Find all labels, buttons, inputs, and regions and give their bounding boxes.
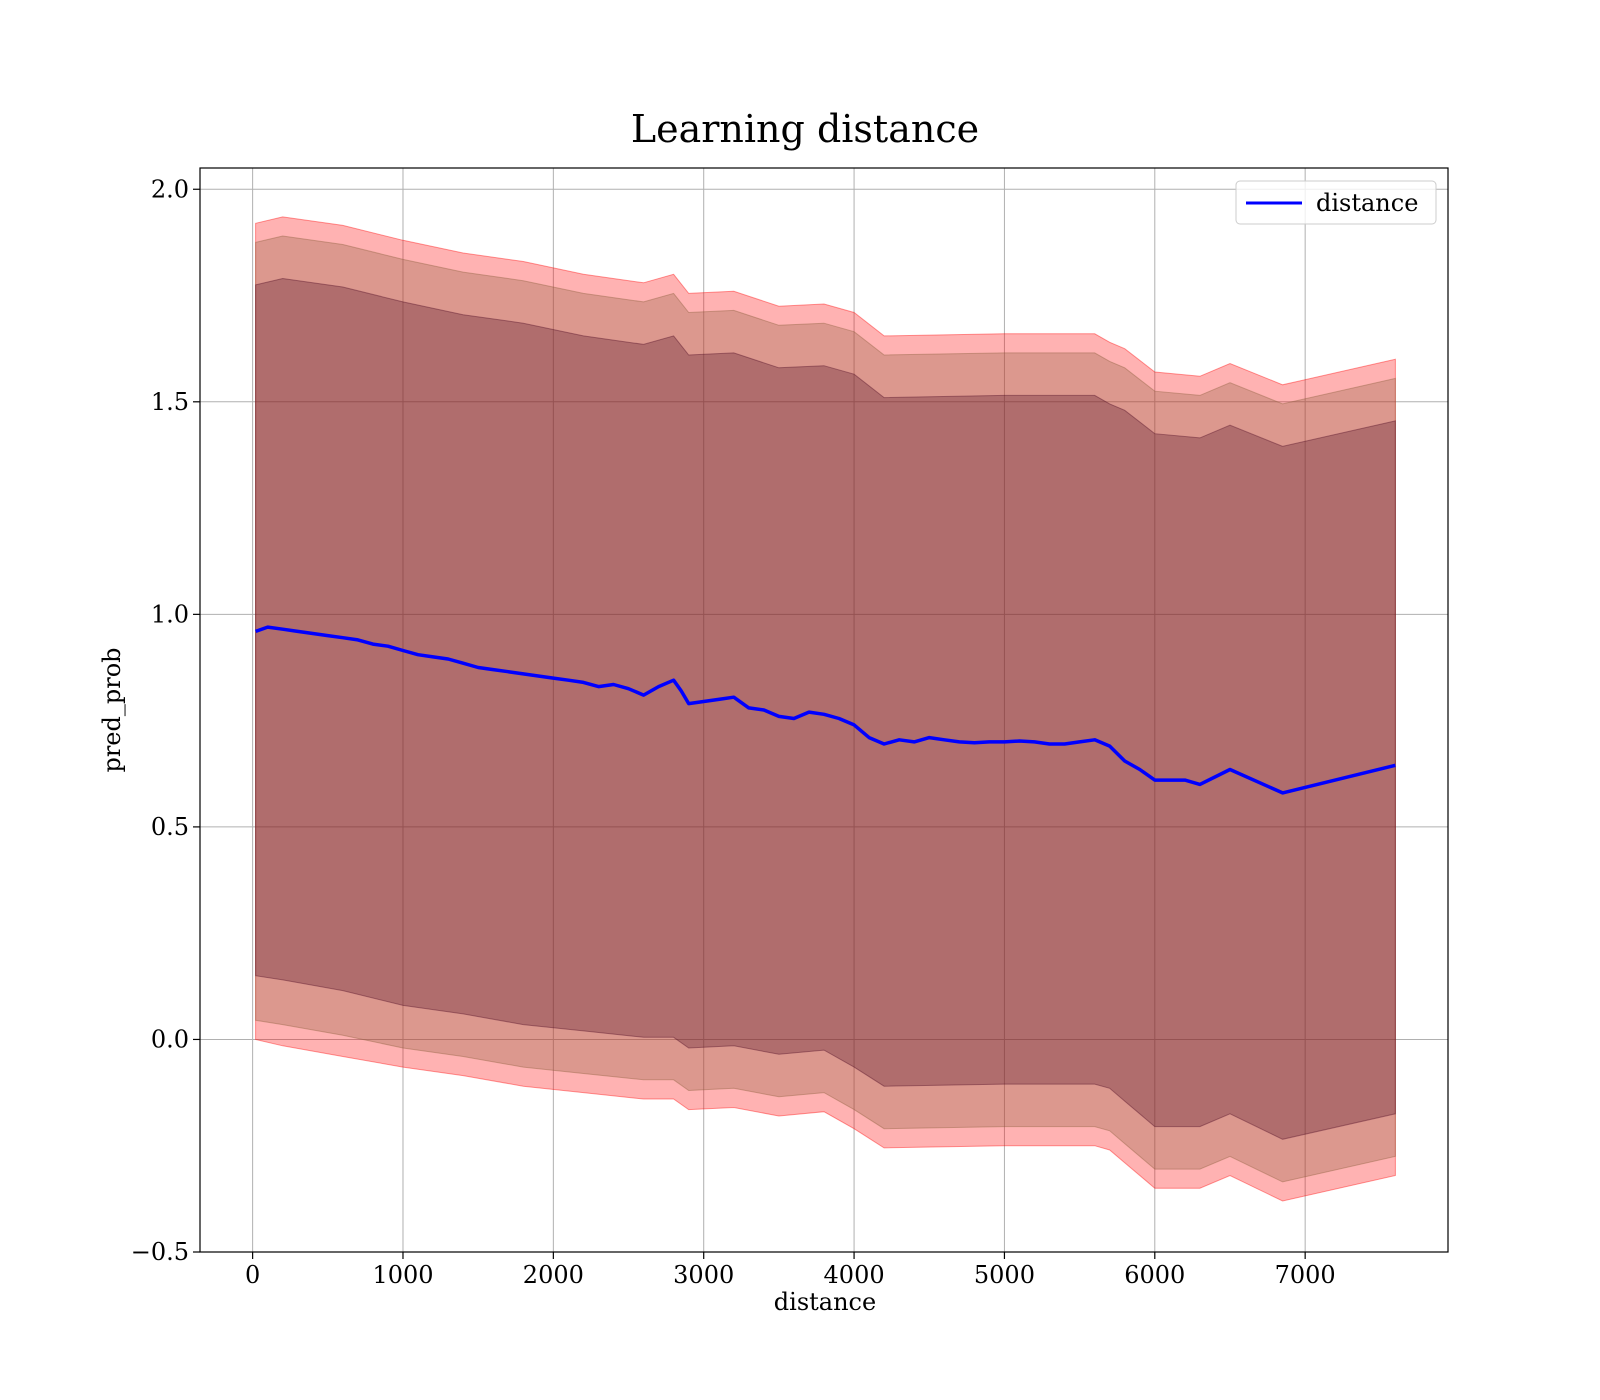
x-tick-label: 0 [245,1261,260,1289]
y-axis-label: pred_prob [98,647,126,772]
confidence-band-3 [255,277,1396,1140]
legend: distance [1235,180,1437,225]
x-tick-label: 4000 [824,1261,885,1289]
x-tick-label: 1000 [372,1261,433,1289]
x-tick-label: 5000 [974,1261,1035,1289]
y-tick-label: 0.0 [151,1025,189,1053]
x-tick-label: 6000 [1124,1261,1185,1289]
legend-label: distance [1316,189,1418,217]
ticks-layer: 0 1000 2000 3000 4000 5000 6000 7000 −0.5 0.0 0.5 1… [131,175,1336,1289]
series-layer [255,625,1396,795]
y-tick-label: 1.0 [151,600,189,628]
y-tick-label: 0.5 [151,813,189,841]
y-tick-label: −0.5 [131,1238,189,1266]
x-tick-label: 2000 [523,1261,584,1289]
x-tick-label: 7000 [1275,1261,1336,1289]
plot-frame [199,167,1449,1253]
y-tick-label: 2.0 [151,175,189,203]
legend-box [1235,180,1437,225]
bands-layer [255,216,1396,1202]
chart-title: Learning distance [631,107,979,151]
x-axis-label: distance [774,1288,876,1316]
y-tick-label: 1.5 [151,388,189,416]
x-tick-label: 3000 [673,1261,734,1289]
confidence-band-2 [255,235,1396,1183]
confidence-band-1 [255,216,1396,1202]
series-line-1 [255,625,1396,795]
